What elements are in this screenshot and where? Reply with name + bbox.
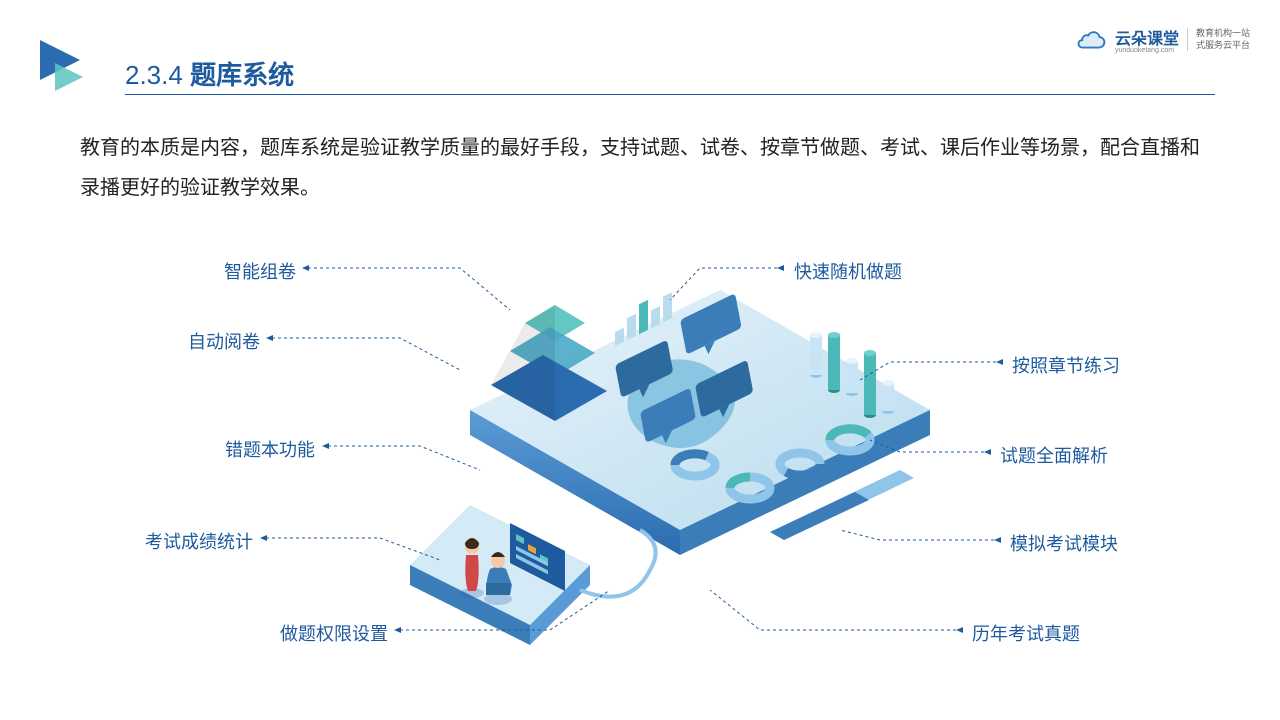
callout-考试成绩统计: 考试成绩统计 [145,528,253,554]
header-play-icon [35,35,95,100]
cloud-icon [1077,29,1107,51]
section-title-text: 题库系统 [190,60,294,90]
section-title: 2.3.4 题库系统 [125,55,294,92]
connector-cable [580,530,656,597]
callout-历年考试真题: 历年考试真题 [972,620,1080,646]
callout-快速随机做题: 快速随机做题 [794,258,902,284]
callout-错题本功能: 错题本功能 [225,436,315,462]
callout-智能组卷: 智能组卷 [224,258,296,284]
section-number: 2.3.4 [125,60,183,90]
description-text: 教育的本质是内容，题库系统是验证教学质量的最好手段，支持试题、试卷、按章节做题、… [80,128,1200,208]
logo-text: 云朵课堂 [1115,31,1179,48]
logo-tagline: 教育机构一站 式服务云平台 [1187,28,1250,51]
callout-试题全面解析: 试题全面解析 [1000,442,1108,468]
feature-diagram: 智能组卷 自动阅卷 错题本功能 考试成绩统计 做题权限设置 快速随机做题 按照章… [80,230,1200,690]
callout-自动阅卷: 自动阅卷 [188,328,260,354]
logo-subtext: yunduoketang.com [1115,47,1179,54]
brand-logo: 云朵课堂 yunduoketang.com 教育机构一站 式服务云平台 [1077,25,1250,54]
secondary-platform [410,505,590,645]
callout-模拟考试模块: 模拟考试模块 [1010,530,1118,556]
isometric-platform-illustration [380,270,940,660]
callout-按照章节练习: 按照章节练习 [1012,352,1120,378]
callout-做题权限设置: 做题权限设置 [280,620,388,646]
title-underline [125,94,1215,95]
